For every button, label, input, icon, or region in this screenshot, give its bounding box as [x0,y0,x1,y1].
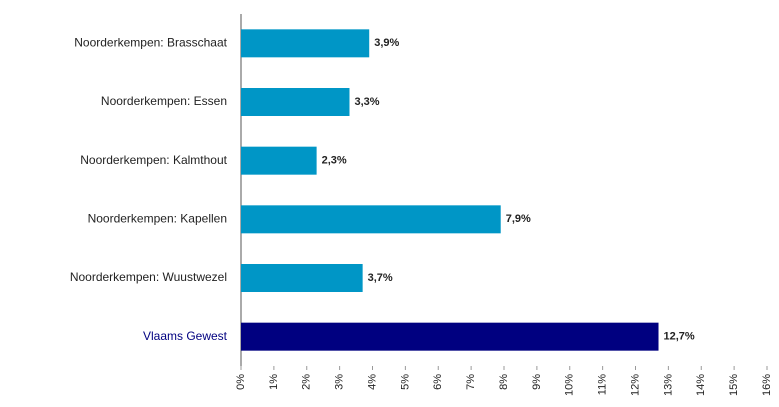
y-tick-label: Noorderkempen: Brasschaat [74,36,227,50]
data-label: 3,7% [368,272,393,284]
x-tick-label: 14% [695,374,707,396]
x-tick-label: 4% [366,374,378,390]
bar [241,29,370,58]
x-tick-label: 9% [531,374,543,390]
x-tick-label: 1% [268,374,280,390]
x-tick-label: 16% [761,374,773,396]
bar [241,88,350,116]
x-tick-label: 15% [728,374,740,396]
data-label: 7,9% [506,213,531,225]
y-tick-label: Noorderkempen: Wuustwezel [70,270,227,284]
x-tick-label: 12% [629,374,641,396]
y-tick-label: Noorderkempen: Kalmthout [80,153,227,167]
data-label: 12,7% [664,331,695,343]
x-tick-label: 11% [597,374,609,395]
y-tick-label: Noorderkempen: Kapellen [88,212,227,226]
bar [241,264,363,292]
x-tick-label: 13% [662,374,674,396]
bar [241,146,317,175]
bar [241,322,659,351]
y-tick-label: Noorderkempen: Essen [101,94,227,108]
x-tick-label: 5% [399,374,411,390]
x-tick-label: 7% [465,374,477,390]
x-tick-label: 8% [498,374,510,390]
x-tick-label: 2% [301,374,313,390]
x-tick-label: 6% [432,374,444,390]
y-tick-label: Vlaams Gewest [143,329,228,343]
x-tick-label: 10% [564,374,576,396]
data-label: 3,9% [374,37,399,49]
x-tick-label: 0% [235,374,247,390]
data-label: 2,3% [322,155,347,167]
x-tick-label: 3% [334,374,346,390]
data-label: 3,3% [354,96,379,108]
bar [241,205,501,234]
